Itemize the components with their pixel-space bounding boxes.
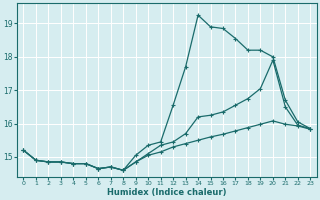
X-axis label: Humidex (Indice chaleur): Humidex (Indice chaleur) <box>107 188 227 197</box>
